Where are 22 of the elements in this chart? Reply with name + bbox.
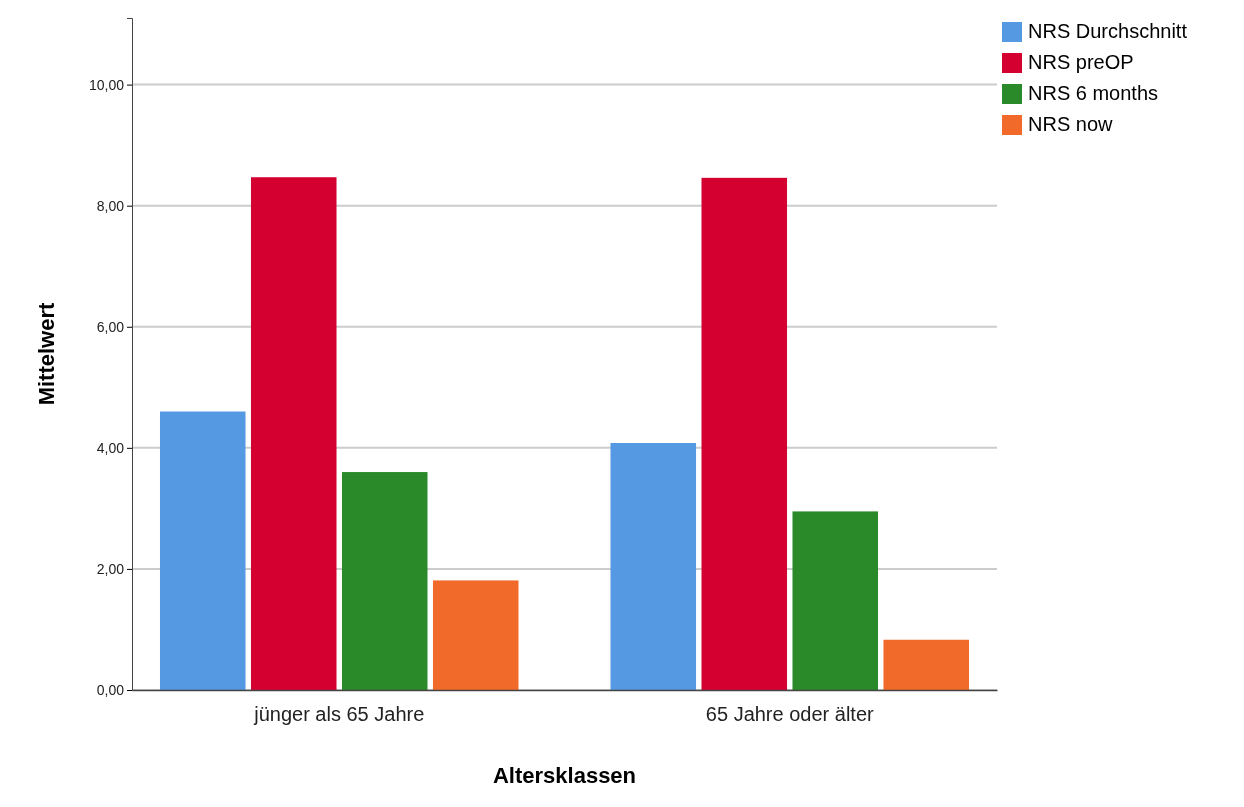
bar	[701, 177, 788, 690]
y-tick-label: 10,00	[88, 76, 125, 93]
legend-label: NRS now	[1028, 113, 1114, 135]
bar	[250, 177, 337, 690]
y-tick-label: 8,00	[96, 197, 125, 214]
y-tick-label: 2,00	[96, 560, 125, 577]
y-tick-label: 4,00	[96, 439, 125, 456]
y-axis-title: Mittelwert	[34, 302, 59, 406]
y-tick-label: 6,00	[96, 318, 125, 335]
legend-label: NRS 6 months	[1028, 82, 1159, 104]
x-tick-label: jünger als 65 Jahre	[253, 703, 425, 725]
bar	[610, 443, 697, 690]
bar	[341, 472, 428, 690]
y-tick-label: 0,00	[96, 681, 125, 698]
bar	[883, 639, 970, 690]
x-tick-label: 65 Jahre oder älter	[705, 703, 875, 725]
bar	[159, 411, 246, 690]
bar	[432, 580, 519, 690]
x-axis-title: Altersklassen	[492, 763, 637, 788]
legend-label: NRS Durchschnitt	[1028, 20, 1188, 42]
bar	[792, 511, 879, 690]
legend-label: NRS preOP	[1028, 51, 1134, 73]
